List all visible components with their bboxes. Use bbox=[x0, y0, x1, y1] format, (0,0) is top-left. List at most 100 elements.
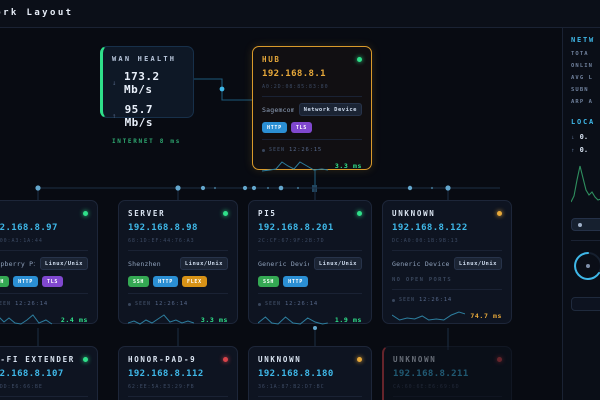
port-badge[interactable]: SSH bbox=[0, 276, 10, 287]
device-name: UNKNOWN bbox=[258, 355, 302, 364]
card-divider bbox=[393, 396, 502, 397]
card-divider bbox=[0, 396, 88, 397]
status-badge bbox=[497, 357, 502, 362]
port-badge[interactable]: FLEX bbox=[181, 276, 207, 287]
vendor-row: Shenzhen Linux/Unix bbox=[128, 257, 228, 270]
status-badge bbox=[223, 357, 228, 362]
port-badge[interactable]: HTTP bbox=[262, 122, 287, 133]
device-type-badge[interactable]: Network Device bbox=[298, 103, 362, 116]
last-seen-row: SEEN 12:26:14 bbox=[128, 301, 228, 307]
card-divider-2 bbox=[258, 293, 362, 294]
wan-upload-value: 95.7 Mb/s bbox=[124, 103, 154, 129]
last-seen-label: SEEN bbox=[135, 301, 152, 307]
device-name: PI bbox=[0, 209, 88, 218]
device-name: PI5 bbox=[258, 209, 277, 218]
port-badge[interactable]: SSH bbox=[128, 276, 150, 287]
port-badge[interactable]: SSH bbox=[258, 276, 280, 287]
latency-value: 1.9 ms bbox=[334, 316, 362, 324]
sidebar-divider bbox=[571, 240, 600, 241]
device-name: HONOR-PAD-9 bbox=[128, 355, 197, 364]
stats-sidebar[interactable]: NETW TOTA ONLIN AVG L SUBN ARP A LOCA ↓ … bbox=[562, 28, 600, 400]
device-card[interactable]: WI-FI EXTENDER 192.168.8.107 7F:DD:E6:66… bbox=[0, 346, 98, 400]
last-seen-label: SEEN bbox=[265, 301, 282, 307]
port-badge[interactable]: TLS bbox=[41, 276, 64, 287]
status-badge bbox=[497, 211, 502, 216]
card-divider bbox=[262, 96, 362, 97]
device-type-badge[interactable]: Linux/Unix bbox=[453, 257, 502, 270]
device-type-badge[interactable]: Linux/Unix bbox=[179, 257, 228, 270]
device-card[interactable]: PI 192.168.8.97 DA:00:A3:1A:44 Raspberry… bbox=[0, 200, 98, 325]
latency-row: 74.7 ms bbox=[392, 307, 502, 325]
sidebar-toggle-pill[interactable] bbox=[571, 218, 600, 231]
port-badge-list: SSH HTTP FLEX bbox=[128, 276, 228, 287]
device-ip: 192.168.8.98 bbox=[128, 223, 198, 233]
port-badge[interactable]: HTTP bbox=[283, 276, 308, 287]
device-ip: 192.168.8.211 bbox=[393, 369, 469, 379]
status-badge bbox=[223, 211, 228, 216]
page-title: Network Layout bbox=[0, 8, 74, 18]
last-seen-label: SEEN bbox=[399, 297, 416, 303]
latency-value: 74.7 ms bbox=[470, 312, 502, 320]
device-ip: 192.168.8.180 bbox=[258, 369, 334, 379]
last-seen-time: 12:26:14 bbox=[419, 297, 452, 303]
wan-health-card[interactable]: WAN HEALTH ↓ 173.2 Mb/s ↑ 95.7 Mb/s INTE… bbox=[100, 46, 194, 145]
latency-value: 3.3 ms bbox=[200, 316, 228, 324]
last-seen-row: SEEN 12:26:14 bbox=[0, 301, 88, 307]
device-mac: 7F:DD:E6:66:BE bbox=[0, 384, 43, 390]
device-card[interactable]: UNKNOWN 192.168.8.211 CA:60:6E:E6:69:6D … bbox=[382, 346, 512, 400]
card-divider bbox=[392, 250, 502, 251]
clock-icon bbox=[262, 148, 265, 152]
sidebar-local-up-value: 0. bbox=[579, 146, 589, 154]
device-vendor: Generic Device bbox=[392, 259, 449, 268]
port-badge[interactable]: TLS bbox=[290, 122, 312, 133]
device-ip: 192.168.8.107 bbox=[0, 369, 64, 379]
device-mac: 2C:CF:67:9F:2B:7D bbox=[258, 238, 325, 244]
device-name: WI-FI EXTENDER bbox=[0, 355, 76, 364]
sidebar-stat-online: ONLIN bbox=[571, 63, 594, 69]
wan-internet-status: INTERNET 8 ms bbox=[112, 138, 182, 145]
card-divider bbox=[128, 250, 228, 251]
clock-icon bbox=[258, 302, 261, 306]
device-card[interactable]: SERVER 192.168.8.98 68:1D:EF:44:76:A3 Sh… bbox=[118, 200, 238, 325]
app-header: Network Layout bbox=[0, 0, 600, 28]
sidebar-local-down: ↓ 0. bbox=[571, 133, 600, 141]
device-mac: 36:1A:87:B2:D7:BC bbox=[258, 384, 325, 390]
port-badge[interactable]: HTTP bbox=[13, 276, 38, 287]
device-ip: 192.168.8.112 bbox=[128, 369, 204, 379]
status-badge bbox=[357, 57, 362, 62]
last-seen-time: 12:26:14 bbox=[285, 301, 318, 307]
vendor-row: Generic Device Linux/Unix bbox=[392, 257, 502, 270]
latency-sparkline bbox=[258, 316, 328, 325]
device-card[interactable]: UNKNOWN 192.168.8.180 36:1A:87:B2:D7:BC … bbox=[248, 346, 372, 400]
latency-value: 3.3 ms bbox=[334, 162, 362, 170]
wan-upload-row: ↑ 95.7 Mb/s bbox=[112, 103, 184, 129]
card-divider bbox=[258, 250, 362, 251]
status-badge bbox=[83, 211, 88, 216]
device-ip: 192.168.8.1 bbox=[262, 69, 327, 79]
sidebar-action-button[interactable] bbox=[571, 297, 600, 311]
device-card[interactable]: HUB 192.168.8.1 A0:2D:08:85:83:80 Sagemc… bbox=[252, 46, 372, 172]
device-card[interactable]: UNKNOWN 192.168.8.122 DC:A0:00:1B:9B:13 … bbox=[382, 200, 512, 324]
device-mac: DC:A0:00:1B:9B:13 bbox=[392, 238, 459, 244]
card-divider-2 bbox=[262, 139, 362, 140]
last-seen-time: 12:26:14 bbox=[15, 301, 48, 307]
card-divider bbox=[128, 396, 228, 397]
device-type-badge[interactable]: Linux/Unix bbox=[39, 257, 88, 270]
last-seen-time: 12:26:15 bbox=[289, 147, 322, 153]
card-divider-2 bbox=[392, 289, 502, 290]
device-card[interactable]: HONOR-PAD-9 192.168.8.112 62:EE:5A:E3:29… bbox=[118, 346, 238, 400]
clock-icon bbox=[128, 302, 131, 306]
device-type-badge[interactable]: Linux/Unix bbox=[313, 257, 362, 270]
arrow-up-icon: ↑ bbox=[571, 146, 575, 154]
device-mac: 68:1D:EF:44:76:A3 bbox=[128, 238, 195, 244]
port-badge-list: SSHHTTPTLS bbox=[0, 276, 88, 287]
topology-canvas[interactable]: WAN HEALTH ↓ 173.2 Mb/s ↑ 95.7 Mb/s INTE… bbox=[0, 28, 562, 400]
last-seen-time: 12:26:14 bbox=[155, 301, 188, 307]
device-mac: 62:EE:5A:E3:29:FB bbox=[128, 384, 195, 390]
device-ip: 192.168.8.122 bbox=[392, 223, 468, 233]
port-badge[interactable]: HTTP bbox=[153, 276, 178, 287]
device-card[interactable]: PI5 192.168.8.201 2C:CF:67:9F:2B:7D Gene… bbox=[248, 200, 372, 325]
device-vendor: Shenzhen bbox=[128, 259, 161, 268]
vendor-row: Sagemcom Broadba Network Device bbox=[262, 103, 362, 116]
